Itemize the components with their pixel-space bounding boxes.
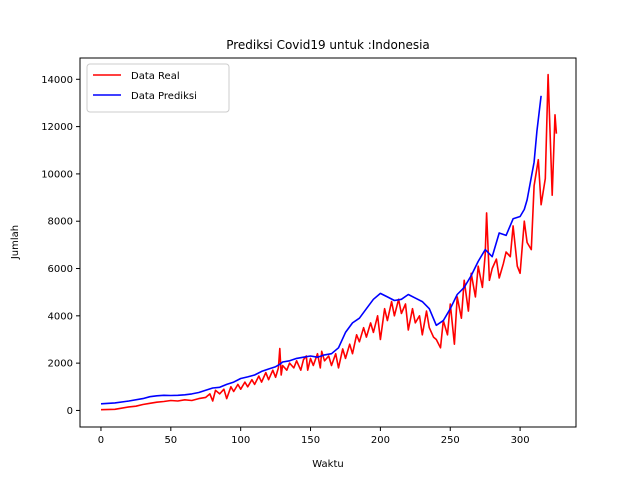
y-tick-label: 8000 <box>48 217 73 228</box>
x-axis-label: Waktu <box>312 459 343 470</box>
y-tick-label: 14000 <box>41 75 73 86</box>
y-tick-label: 2000 <box>48 359 73 370</box>
y-tick-label: 0 <box>67 406 73 417</box>
chart-title: Prediksi Covid19 untuk :Indonesia <box>226 38 430 52</box>
series-line-2 <box>100 95 542 405</box>
x-tick-label: 50 <box>164 435 177 446</box>
legend: Data Real Data Prediksi <box>86 63 230 113</box>
y-axis: 0 2000 4000 6000 8000 10000 12000 14000 <box>41 75 80 417</box>
y-tick-label: 6000 <box>48 264 73 275</box>
legend-label-2: Data Prediksi <box>131 91 197 102</box>
legend-box <box>86 63 230 113</box>
x-tick-label: 100 <box>231 435 250 446</box>
x-axis: 0 50 100 150 200 250 300 <box>98 427 530 446</box>
y-tick-label: 4000 <box>48 311 73 322</box>
y-axis-label: Jumlah <box>10 225 21 260</box>
y-tick-label: 10000 <box>41 169 73 180</box>
x-tick-label: 250 <box>441 435 460 446</box>
x-tick-label: 300 <box>511 435 530 446</box>
x-tick-label: 200 <box>371 435 390 446</box>
x-tick-label: 150 <box>301 435 320 446</box>
x-tick-label: 0 <box>98 435 104 446</box>
series-line-1 <box>100 73 558 411</box>
series-layer <box>100 73 558 411</box>
legend-label-1: Data Real <box>131 71 180 82</box>
plot-area: 0 50 100 150 200 250 300 0 2000 4000 6000 8000 1000… <box>41 57 577 446</box>
plot-frame <box>79 57 577 428</box>
y-tick-label: 12000 <box>41 122 73 133</box>
